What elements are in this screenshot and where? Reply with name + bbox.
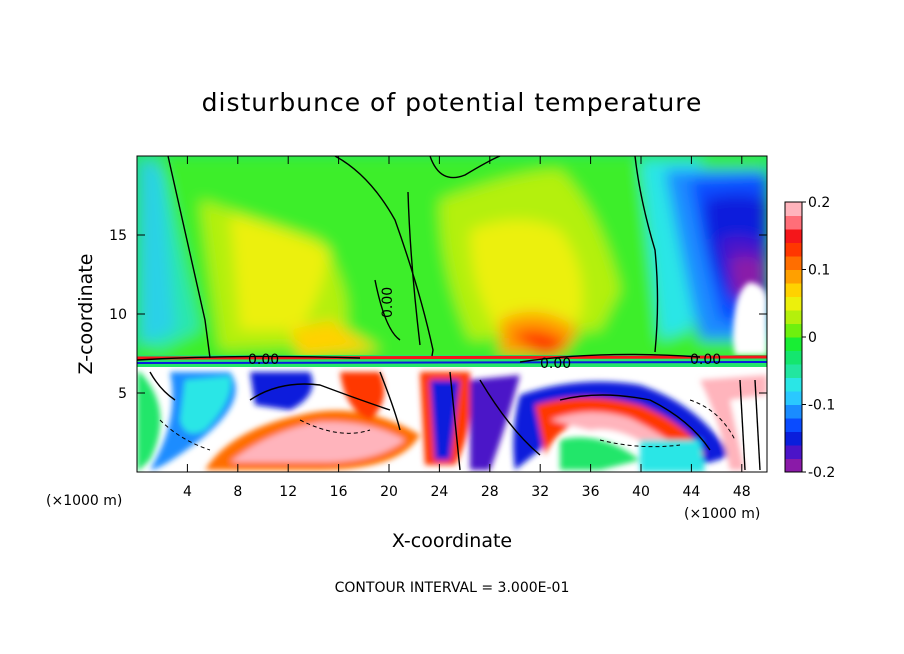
colorbar-swatch — [785, 242, 802, 257]
colorbar-swatch — [785, 256, 802, 270]
x-tick-label: 20 — [380, 484, 398, 500]
colorbar: 0.2 0.1 0 -0.1 -0.2 — [784, 195, 835, 481]
colorbar-tick-label: -0.2 — [808, 465, 835, 481]
x-axis-label: X-coordinate — [392, 530, 512, 552]
x-tick-label: 48 — [733, 484, 751, 500]
colorbar-swatch — [785, 445, 802, 459]
field-upper — [137, 156, 767, 366]
contour-value-labels: 0.00 0.00 0.00 0.00 — [248, 287, 721, 372]
x-tick-label: 44 — [682, 484, 700, 500]
colorbar-swatch — [785, 418, 802, 432]
white-bubble — [733, 282, 767, 355]
colorbar-swatch — [785, 296, 802, 311]
colorbar-swatch — [785, 215, 802, 230]
colorbar-tick-label: -0.1 — [808, 398, 835, 414]
y-tick-label: 15 — [109, 228, 127, 244]
x-tick-label: 8 — [233, 484, 242, 500]
contour-label: 0.00 — [690, 352, 721, 368]
x-tick-label: 40 — [632, 484, 650, 500]
x-tick-label: 16 — [330, 484, 348, 500]
colorbar-swatch — [785, 350, 802, 365]
colorbar-swatch — [785, 337, 802, 351]
colorbar-swatch — [785, 269, 802, 284]
x-tick-label: 4 — [183, 484, 192, 500]
x-unit-right: (×1000 m) — [684, 506, 760, 522]
x-tick-label: 12 — [279, 484, 297, 500]
x-axis: 4 8 12 16 20 24 28 32 36 40 44 48 — [183, 156, 751, 500]
colorbar-swatch — [785, 458, 802, 473]
colorbar-swatch — [785, 310, 802, 324]
colorbar-swatch — [785, 404, 802, 419]
chart-title: disturbunce of potential temperature — [202, 88, 703, 117]
y-axis: 5 10 15 — [109, 228, 767, 402]
inversion-line — [137, 355, 767, 360]
colorbar-swatch — [785, 431, 802, 446]
plot-area — [137, 156, 767, 472]
x-tick-label: 24 — [430, 484, 448, 500]
colorbar-swatch — [785, 229, 802, 243]
colorbar-swatch — [785, 323, 802, 338]
colorbar-tick-label: 0.2 — [808, 195, 830, 211]
colorbar-swatch — [785, 377, 802, 392]
colorbar-tick-label: 0.1 — [808, 263, 830, 279]
y-axis-label: Z-coordinate — [75, 254, 97, 375]
inversion-line-lower — [137, 361, 767, 364]
colorbar-swatch — [785, 364, 802, 378]
colorbar-swatch — [785, 283, 802, 297]
contour-lines — [137, 156, 761, 471]
y-tick-label: 10 — [109, 307, 127, 323]
x-tick-label: 32 — [531, 484, 549, 500]
contour-label: 0.00 — [380, 287, 396, 318]
field-lower — [137, 366, 767, 472]
contour-label: 0.00 — [540, 356, 571, 372]
x-tick-label: 36 — [582, 484, 600, 500]
y-tick-label: 5 — [118, 386, 127, 402]
x-unit-left: (×1000 m) — [46, 493, 122, 509]
colorbar-swatch — [785, 391, 802, 405]
colorbar-tick-label: 0 — [808, 330, 817, 346]
colorbar-swatch — [785, 202, 802, 216]
contour-label: 0.00 — [248, 352, 279, 368]
dashed-contours — [159, 399, 736, 451]
contour-interval-note: CONTOUR INTERVAL = 3.000E-01 — [335, 580, 570, 596]
x-tick-label: 28 — [481, 484, 499, 500]
